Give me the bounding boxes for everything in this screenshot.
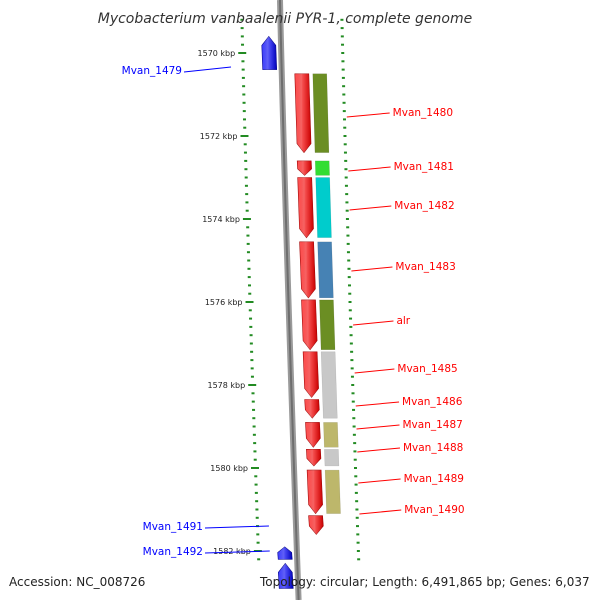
- svg-text:Mvan_1480: Mvan_1480: [393, 107, 453, 119]
- gene-arrow[interactable]: [294, 73, 312, 154]
- svg-text:Mvan_1490: Mvan_1490: [404, 504, 464, 516]
- feature-track-layer: [312, 73, 341, 514]
- tick-label: 1578 kbp: [208, 381, 246, 390]
- gene-label[interactable]: Mvan_1489: [358, 473, 464, 485]
- scale-ticks-layer: 1570 kbp 1572 kbp 1574 kbp 1576 kbp 1578 kbp…: [198, 18, 361, 561]
- backbone-layer: [277, 0, 302, 600]
- svg-text:Mvan_1481: Mvan_1481: [394, 161, 454, 173]
- gene-label[interactable]: Mvan_1480: [346, 107, 453, 119]
- gene-label[interactable]: Mvan_1487: [356, 419, 463, 431]
- feature-block: [315, 177, 332, 238]
- gene-label[interactable]: Mvan_1488: [357, 442, 463, 454]
- gene-arrow[interactable]: [299, 241, 316, 299]
- feature-block: [314, 160, 330, 176]
- feature-block: [320, 351, 338, 419]
- gene-label[interactable]: Mvan_1486: [355, 396, 463, 408]
- gene-label[interactable]: alr: [353, 315, 411, 327]
- gene-label[interactable]: Mvan_1485: [354, 363, 458, 375]
- gene-arrow[interactable]: [305, 422, 321, 448]
- gene-arrow[interactable]: [277, 546, 293, 560]
- tick-label: 1574 kbp: [202, 215, 240, 224]
- feature-block: [319, 299, 336, 350]
- svg-text:Mvan_1491: Mvan_1491: [143, 521, 203, 533]
- svg-text:Mvan_1479: Mvan_1479: [122, 65, 182, 77]
- gene-arrow[interactable]: [277, 562, 294, 589]
- gene-arrow[interactable]: [304, 399, 320, 419]
- sequence-backbone-core: [279, 0, 300, 600]
- feature-block: [324, 449, 340, 467]
- map-title: Mycobacterium vanbaalenii PYR-1, complet…: [98, 11, 473, 27]
- svg-text:Mvan_1482: Mvan_1482: [394, 200, 454, 212]
- tick-label: 1580 kbp: [210, 464, 248, 473]
- gene-arrow[interactable]: [306, 469, 323, 515]
- gene-arrow[interactable]: [301, 299, 318, 351]
- feature-block: [312, 73, 330, 153]
- tick-label: 1572 kbp: [200, 132, 238, 141]
- tick-label: 1582 kbp: [213, 547, 251, 556]
- svg-text:Mvan_1489: Mvan_1489: [404, 473, 464, 485]
- gene-label[interactable]: Mvan_1483: [351, 261, 456, 273]
- feature-block: [324, 469, 341, 514]
- accession-text: Accession: NC_008726: [9, 575, 145, 589]
- svg-text:Mvan_1488: Mvan_1488: [403, 442, 463, 454]
- gene-labels-layer: Mvan_1479 Mvan_1480 Mvan_1481 Mvan_1482 Mvan…: [122, 65, 465, 558]
- feature-block: [317, 241, 334, 299]
- gene-arrow[interactable]: [261, 35, 278, 70]
- gene-arrow[interactable]: [296, 160, 312, 176]
- tick-label: 1570 kbp: [198, 49, 236, 58]
- gene-arrow[interactable]: [308, 515, 324, 535]
- gene-label[interactable]: Mvan_1490: [359, 504, 465, 516]
- gene-label[interactable]: Mvan_1482: [349, 200, 455, 212]
- gene-label[interactable]: Mvan_1479: [122, 65, 232, 77]
- svg-text:alr: alr: [396, 315, 410, 327]
- gene-label[interactable]: Mvan_1492: [143, 546, 270, 558]
- gene-arrow[interactable]: [297, 177, 314, 239]
- svg-text:Mvan_1483: Mvan_1483: [395, 261, 455, 273]
- gene-label[interactable]: Mvan_1481: [348, 161, 454, 173]
- gene-arrow[interactable]: [302, 351, 319, 398]
- svg-text:Mvan_1487: Mvan_1487: [403, 419, 463, 431]
- svg-text:Mvan_1492: Mvan_1492: [143, 546, 203, 558]
- svg-text:Mvan_1485: Mvan_1485: [397, 363, 457, 375]
- gene-arrow[interactable]: [306, 448, 322, 467]
- gene-label[interactable]: Mvan_1491: [143, 521, 269, 533]
- tick-label: 1576 kbp: [205, 298, 243, 307]
- svg-text:Mvan_1486: Mvan_1486: [402, 396, 463, 408]
- feature-block: [323, 422, 339, 448]
- genome-summary-text: Topology: circular; Length: 6,491,865 bp…: [259, 575, 590, 589]
- gene-track-layer: [261, 35, 324, 589]
